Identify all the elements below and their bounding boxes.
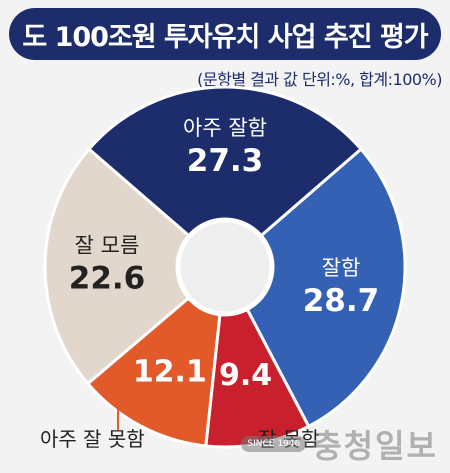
slice-label-5: 잘 모름 bbox=[75, 233, 140, 257]
watermark-text: 충청일보 bbox=[312, 427, 438, 465]
slice-1 bbox=[86, 85, 364, 269]
donut-hole bbox=[175, 217, 275, 317]
title-banner: 도 100조원 투자유치 사업 추진 평가 bbox=[9, 8, 441, 60]
slice-value-2: 28.7 bbox=[303, 283, 380, 319]
callout-lines bbox=[117, 400, 271, 438]
slice-5 bbox=[43, 147, 228, 386]
watermark-badge: SINCE 1946 bbox=[241, 436, 307, 452]
chart-title: 도 100조원 투자유치 사업 추진 평가 bbox=[22, 21, 428, 53]
slice-value-5: 22.6 bbox=[69, 260, 146, 296]
slice-2 bbox=[223, 147, 407, 429]
slice-label-2: 잘함 bbox=[322, 256, 361, 280]
slice-value-1: 27.3 bbox=[187, 143, 264, 179]
slice-4 bbox=[85, 263, 227, 448]
watermark-logo: SINCE 1946 충청일보 bbox=[241, 421, 438, 467]
slice-label-4: 아주 잘 못함 bbox=[40, 427, 145, 451]
donut-slices bbox=[43, 85, 407, 449]
slice-label-1: 아주 잘함 bbox=[183, 116, 267, 140]
slice-value-4: 12.1 bbox=[133, 354, 207, 389]
chart-subtitle: (문항별 결과 값 단위:%, 합계:100%) bbox=[197, 70, 442, 89]
slice-value-3: 9.4 bbox=[219, 358, 272, 393]
